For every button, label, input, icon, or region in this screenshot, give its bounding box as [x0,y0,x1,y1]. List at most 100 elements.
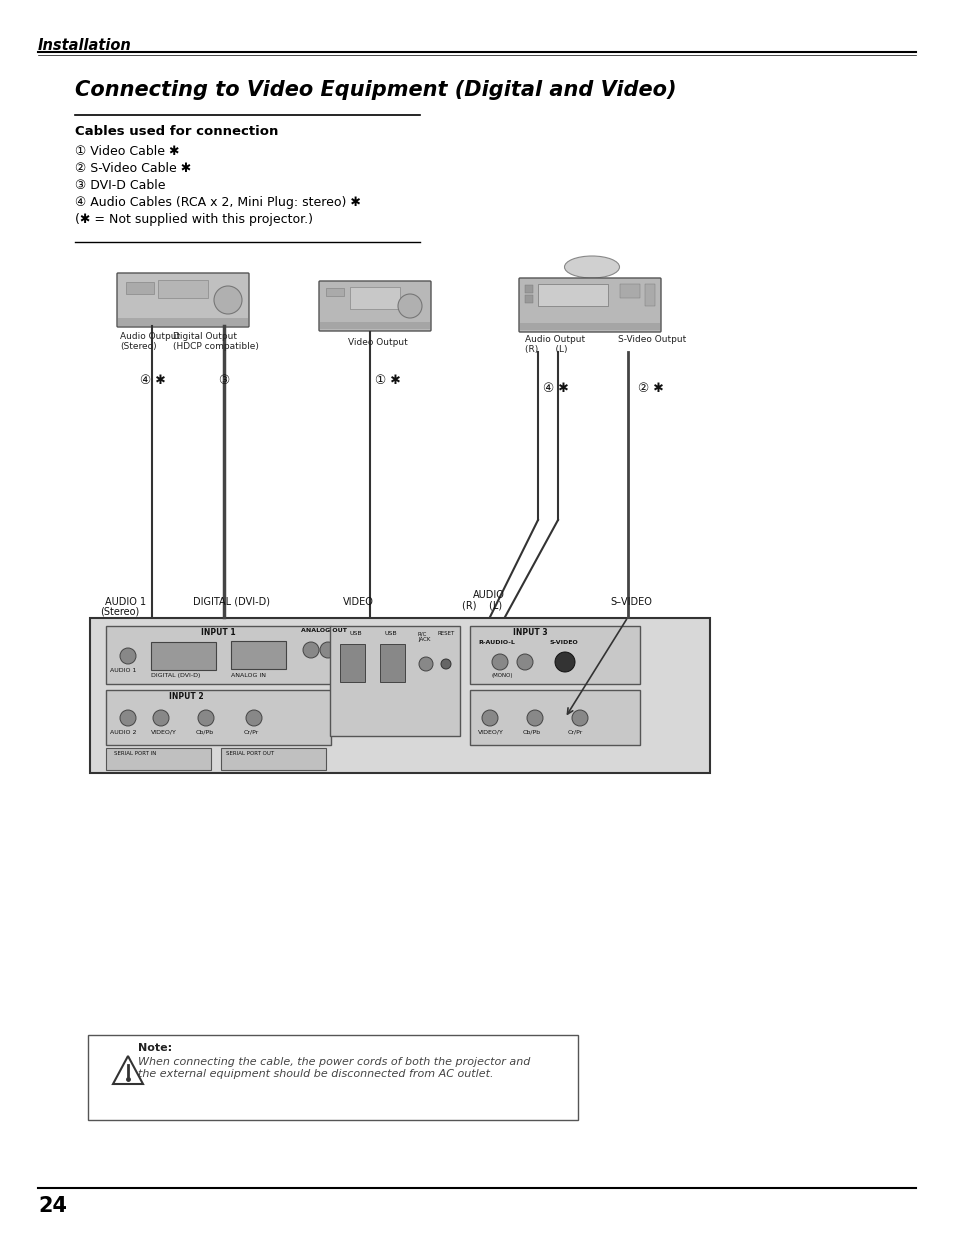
Bar [106,748,211,769]
Circle shape [120,710,136,726]
Text: SERIAL PORT IN: SERIAL PORT IN [113,751,156,756]
Circle shape [572,710,587,726]
Text: Installation: Installation [38,38,132,53]
Text: Audio Output: Audio Output [120,332,180,341]
Bar [519,324,659,330]
Circle shape [120,648,136,664]
Bar [90,618,709,773]
Text: Video Output: Video Output [348,338,407,347]
Text: (HDCP compatible): (HDCP compatible) [172,342,258,351]
Text: (✱ = Not supplied with this projector.): (✱ = Not supplied with this projector.) [75,212,313,226]
Text: RESET: RESET [437,631,455,636]
Bar [106,626,331,684]
Bar [619,284,639,298]
Text: DIGITAL (DVI-D): DIGITAL (DVI-D) [151,673,200,678]
Circle shape [526,710,542,726]
Bar [118,317,248,326]
Bar [350,287,399,309]
Circle shape [152,710,169,726]
Text: AUDIO: AUDIO [473,590,504,600]
Text: USB: USB [350,631,362,636]
Circle shape [555,652,575,672]
Text: (R)    (L): (R) (L) [461,600,501,610]
Circle shape [397,294,421,317]
Text: ③: ③ [218,374,229,387]
Text: (Stereo): (Stereo) [100,606,139,618]
Bar [158,280,208,298]
Bar [379,643,405,682]
Bar [330,626,459,736]
Bar [126,282,153,294]
Text: ④ ✱: ④ ✱ [140,374,166,387]
Bar [319,322,430,329]
Text: ① ✱: ① ✱ [375,374,400,387]
Text: Audio Output: Audio Output [524,335,584,345]
Text: ANALOG OUT: ANALOG OUT [301,629,347,634]
Text: S-VIDEO: S-VIDEO [550,640,578,645]
Bar [339,643,365,682]
Circle shape [492,655,507,671]
Bar [151,642,215,671]
Text: VIDEO/Y: VIDEO/Y [477,730,503,735]
Text: 24: 24 [38,1195,67,1216]
Circle shape [440,659,451,669]
Circle shape [517,655,533,671]
Circle shape [246,710,262,726]
Text: ① Video Cable ✱: ① Video Cable ✱ [75,144,179,158]
Text: Cr/Pr: Cr/Pr [567,730,582,735]
Text: INPUT 1: INPUT 1 [200,629,235,637]
Text: AUDIO 1: AUDIO 1 [105,597,146,606]
Text: AUDIO 2: AUDIO 2 [110,730,136,735]
Bar [88,1035,578,1120]
Circle shape [213,287,242,314]
Text: Cb/Pb: Cb/Pb [195,730,213,735]
Text: Digital Output: Digital Output [172,332,236,341]
Circle shape [418,657,433,671]
Text: When connecting the cable, the power cords of both the projector and
the externa: When connecting the cable, the power cor… [138,1057,530,1078]
Bar [470,690,639,745]
Bar [231,641,286,669]
FancyBboxPatch shape [117,273,249,327]
Text: Cr/Pr: Cr/Pr [244,730,259,735]
Text: S–VIDEO: S–VIDEO [609,597,651,606]
Text: ANALOG IN: ANALOG IN [231,673,266,678]
Bar [644,284,655,306]
Text: Connecting to Video Equipment (Digital and Video): Connecting to Video Equipment (Digital a… [75,80,676,100]
Text: ② ✱: ② ✱ [638,382,663,395]
Text: (R)      (L): (R) (L) [524,345,567,354]
Bar [524,285,533,293]
Text: VIDEO/Y: VIDEO/Y [151,730,176,735]
Bar [524,295,533,303]
Text: ③ DVI-D Cable: ③ DVI-D Cable [75,179,165,191]
Text: VIDEO: VIDEO [342,597,373,606]
Text: INPUT 3: INPUT 3 [512,629,547,637]
Bar [326,288,344,296]
Text: R-AUDIO-L: R-AUDIO-L [477,640,515,645]
Text: DIGITAL (DVI-D): DIGITAL (DVI-D) [193,597,270,606]
Text: ④ Audio Cables (RCA x 2, Mini Plug: stereo) ✱: ④ Audio Cables (RCA x 2, Mini Plug: ster… [75,196,360,209]
Bar [221,748,326,769]
Text: (MONO): (MONO) [492,673,513,678]
Text: ④ ✱: ④ ✱ [542,382,568,395]
Bar [106,690,331,745]
Ellipse shape [564,256,618,278]
Text: Cb/Pb: Cb/Pb [522,730,540,735]
Bar [537,284,607,306]
Text: ② S-Video Cable ✱: ② S-Video Cable ✱ [75,162,191,175]
Circle shape [303,642,318,658]
Text: R/C
JACK: R/C JACK [417,631,430,642]
Circle shape [198,710,213,726]
Bar [470,626,639,684]
Circle shape [481,710,497,726]
Text: Note:: Note: [138,1044,172,1053]
Text: (Stereo): (Stereo) [120,342,156,351]
Circle shape [319,642,335,658]
Text: S-Video Output: S-Video Output [618,335,685,345]
FancyBboxPatch shape [518,278,660,332]
Text: INPUT 2: INPUT 2 [169,692,203,701]
FancyBboxPatch shape [318,282,431,331]
Text: SERIAL PORT OUT: SERIAL PORT OUT [226,751,274,756]
Text: Cables used for connection: Cables used for connection [75,125,278,138]
Text: USB: USB [385,631,397,636]
Text: AUDIO 1: AUDIO 1 [110,668,136,673]
